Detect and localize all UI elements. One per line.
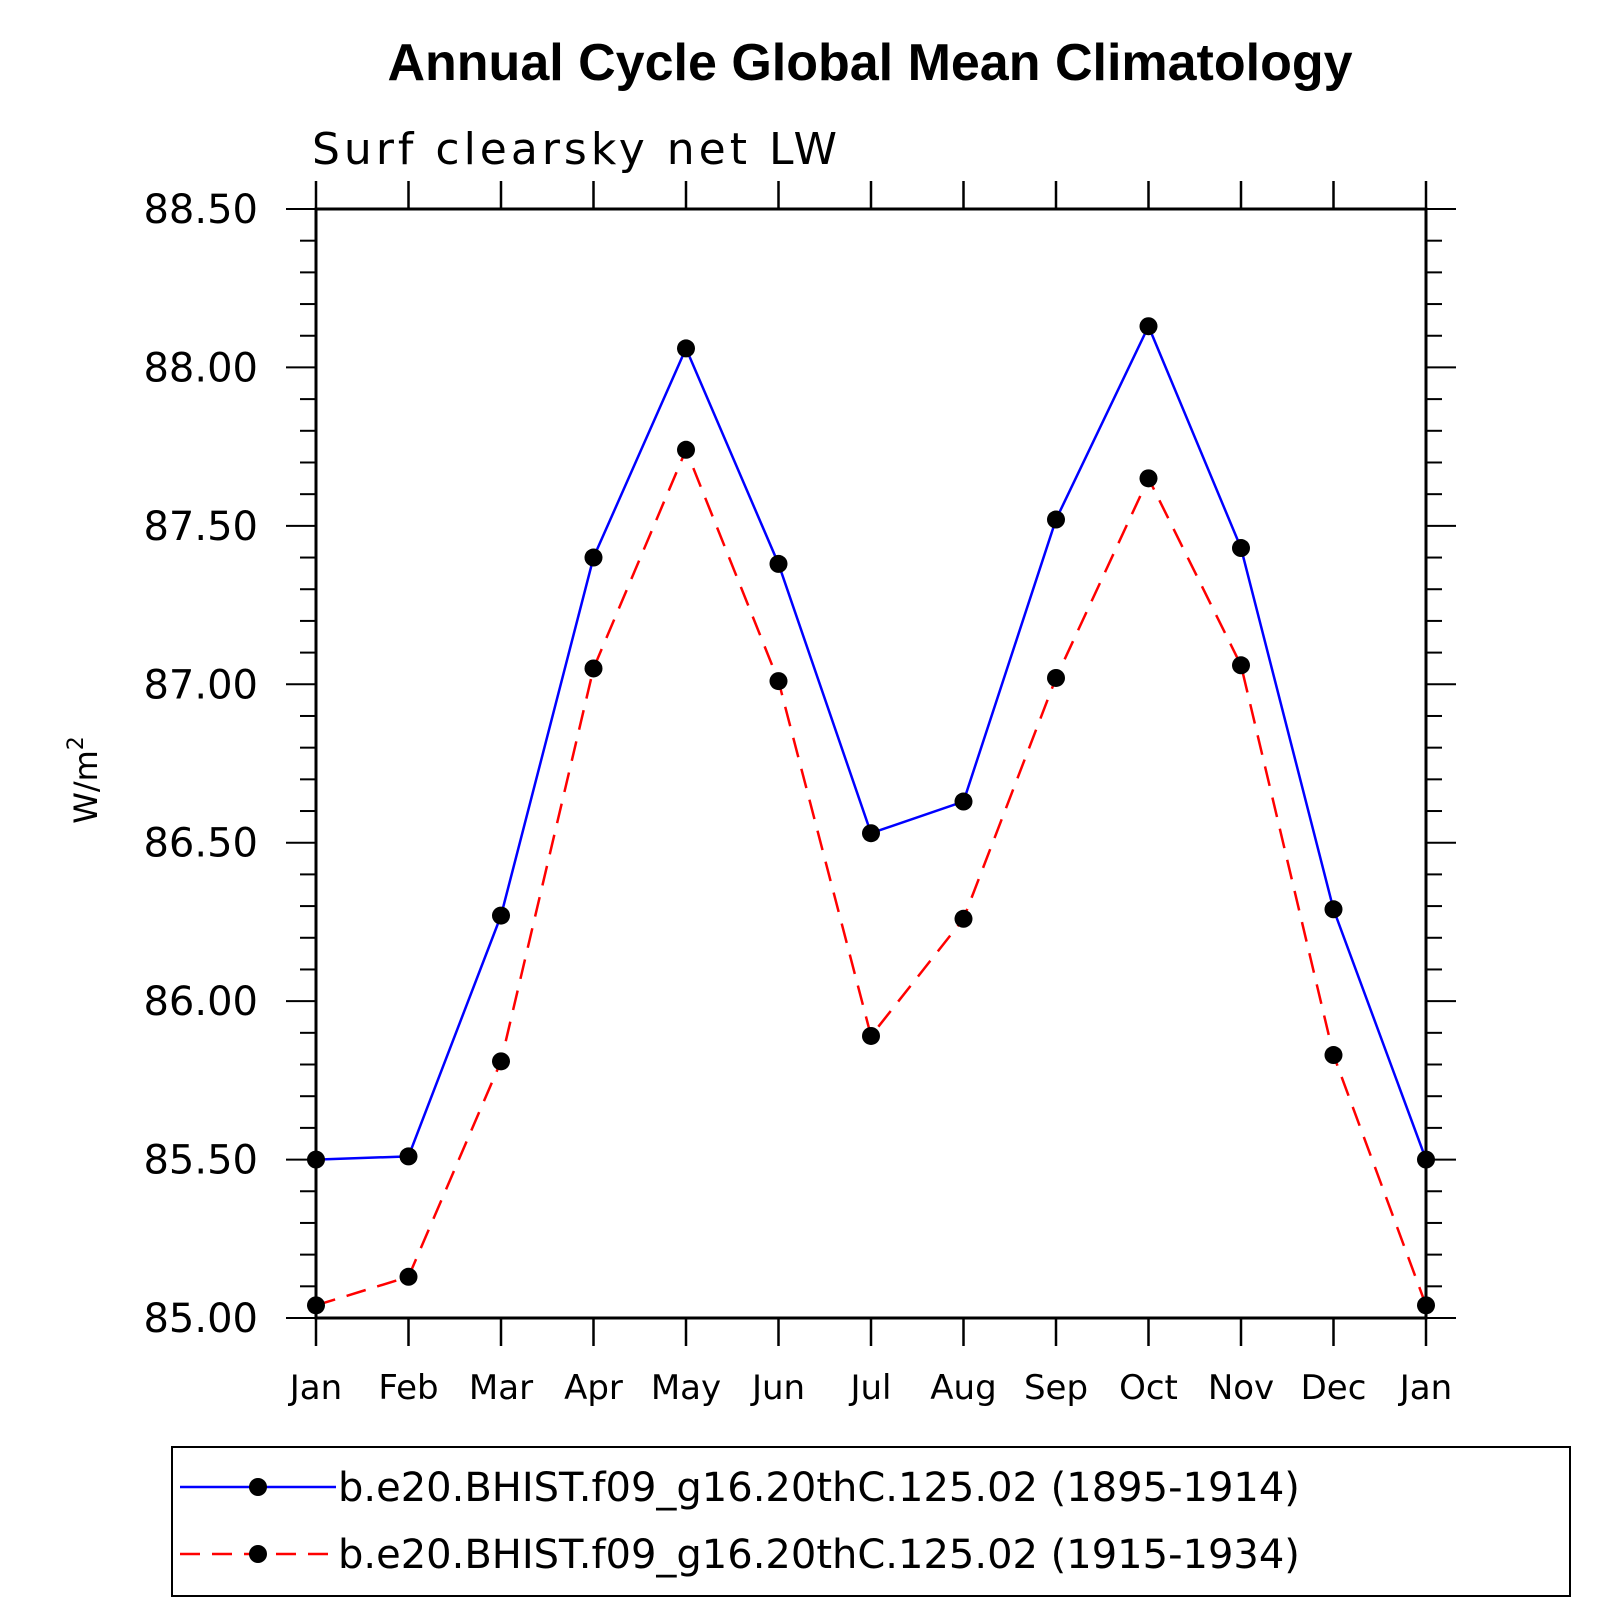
y-axis-label-superscript: 2 [64,736,89,750]
series-1-point [584,548,603,567]
legend-box [171,1446,1571,1597]
series-1-point [492,906,510,925]
legend-label-1: b.e20.BHIST.f09_g16.20thC.125.02 (1895-1… [338,1465,1300,1511]
plot-frame [314,207,1428,1320]
x-tick-label: Apr [564,1368,623,1408]
series-2-point [1324,1046,1343,1065]
y-tick-label: 86.00 [143,979,258,1025]
x-tick-label: Jun [750,1368,805,1408]
x-tick-label: May [651,1368,721,1408]
x-tick-label: Aug [930,1368,996,1408]
series-line-2 [315,446,1428,1307]
series-2-point [399,1267,418,1286]
chart-subtitle: Surf clearsky net LW [312,124,841,175]
series-2-point [862,1026,880,1045]
x-tick-label: Jan [1398,1368,1452,1408]
x-tick-label: Feb [378,1368,438,1408]
x-tick-label: Dec [1301,1368,1367,1408]
series-1-point [1324,900,1343,919]
y-tick-label: 86.50 [143,821,258,867]
legend-label-2: b.e20.BHIST.f09_g16.20thC.125.02 (1915-1… [338,1532,1300,1578]
x-tick-label: Jan [288,1368,342,1408]
series-1-point [1232,539,1250,558]
y-tick-label: 85.50 [143,1138,258,1184]
y-axis-label: W/m2 [64,736,105,824]
series-1-point [399,1147,418,1166]
series-2-point [677,440,695,459]
series-1-point [677,339,695,358]
plot-area [307,317,1435,1315]
y-tick-label: 85.00 [143,1296,258,1342]
series-2-point [1232,656,1250,675]
y-tick-label: 88.50 [143,187,258,233]
series-2-point [954,909,973,928]
series-2-point [769,672,788,691]
series-1-point [954,792,973,811]
x-tick-label: Nov [1208,1368,1274,1408]
legend-marker-1 [249,1478,267,1496]
series-2-point [492,1052,510,1071]
y-tick-label: 88.00 [143,345,258,391]
series-1-point [1047,510,1065,529]
x-tick-label: Mar [469,1368,533,1408]
series-2-point [584,659,603,678]
y-tick-label: 87.00 [143,662,258,708]
x-tick-label: Oct [1119,1368,1178,1408]
legend: b.e20.BHIST.f09_g16.20thC.125.02 (1895-1… [171,1446,1571,1597]
series-2-point [1139,469,1158,488]
series-1-point [769,554,788,573]
x-tick-label: Sep [1024,1368,1088,1408]
series-1-point [1139,317,1158,336]
y-axis-label-text: W/m [67,750,105,824]
axes: Jan Feb Mar Apr May Jun Jul Aug Sep Oct Nov Dec Jan 8… [143,181,1456,1408]
chart-title: Annual Cycle Global Mean Climatology [387,34,1352,92]
series-2-point [1047,668,1065,687]
y-tick-label: 87.50 [143,504,258,550]
series-1-point [862,824,880,843]
x-tick-label: Jul [848,1368,891,1408]
legend-marker-2 [249,1545,267,1563]
